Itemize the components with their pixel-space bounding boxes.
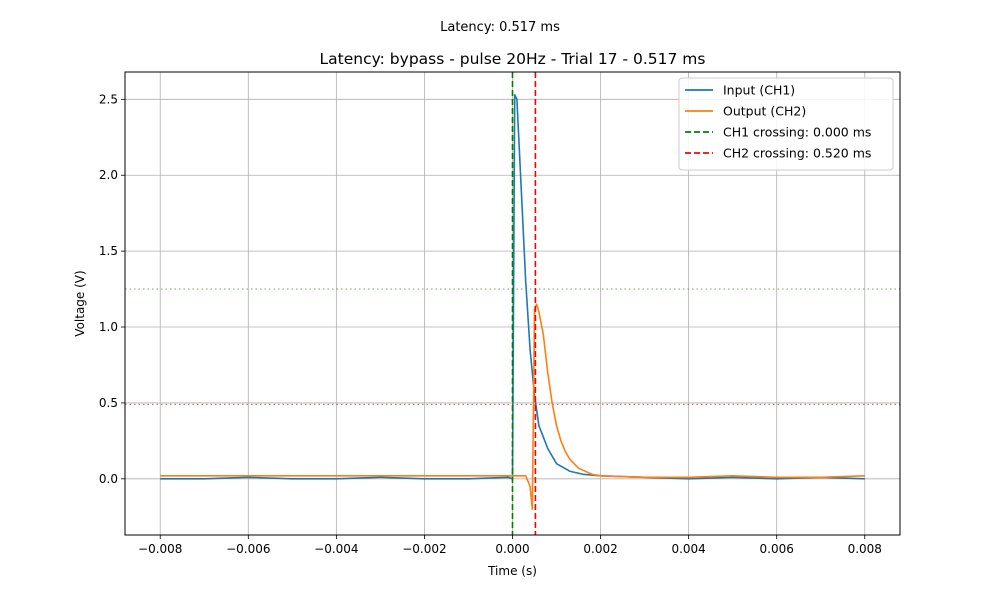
y-axis-label: Voltage (V)	[73, 270, 87, 336]
x-tick-label: −0.004	[314, 542, 358, 556]
x-axis-label: Time (s)	[487, 564, 537, 578]
series-layer	[160, 93, 865, 510]
x-tick-label: 0.000	[495, 542, 529, 556]
y-tick-label: 2.5	[99, 92, 118, 106]
x-tick-label: −0.002	[402, 542, 446, 556]
crossing-lines	[511, 72, 537, 535]
figure-suptitle: Latency: 0.517 ms	[440, 20, 560, 35]
legend-label: Input (CH1)	[723, 83, 795, 98]
y-tick-label: 2.0	[99, 168, 118, 182]
x-tick-label: 0.006	[760, 542, 794, 556]
x-tick-label: −0.008	[138, 542, 182, 556]
x-tick-label: 0.008	[848, 542, 882, 556]
x-axis-ticks: −0.008 −0.006 −0.004 −0.002 0.000 0.002 0.004 0…	[138, 535, 882, 556]
y-tick-label: 0.5	[99, 396, 118, 410]
legend-label: Output (CH2)	[723, 104, 806, 119]
y-tick-label: 0.0	[99, 472, 118, 486]
chart-title: Latency: bypass - pulse 20Hz - Trial 17 …	[320, 50, 706, 68]
x-tick-label: 0.004	[671, 542, 705, 556]
y-tick-label: 1.0	[99, 320, 118, 334]
legend-box	[678, 77, 894, 171]
y-axis-ticks: 0.0 0.5 1.0 1.5 2.0 2.5	[99, 92, 125, 486]
x-tick-label: 0.002	[583, 542, 617, 556]
legend-label: CH1 crossing: 0.000 ms	[723, 125, 871, 140]
y-tick-label: 1.5	[99, 244, 118, 258]
series-line	[160, 303, 865, 510]
x-tick-label: −0.006	[226, 542, 270, 556]
legend: Input (CH1) Output (CH2) CH1 crossing: 0.0…	[678, 77, 894, 171]
legend-label: CH2 crossing: 0.520 ms	[723, 146, 871, 161]
